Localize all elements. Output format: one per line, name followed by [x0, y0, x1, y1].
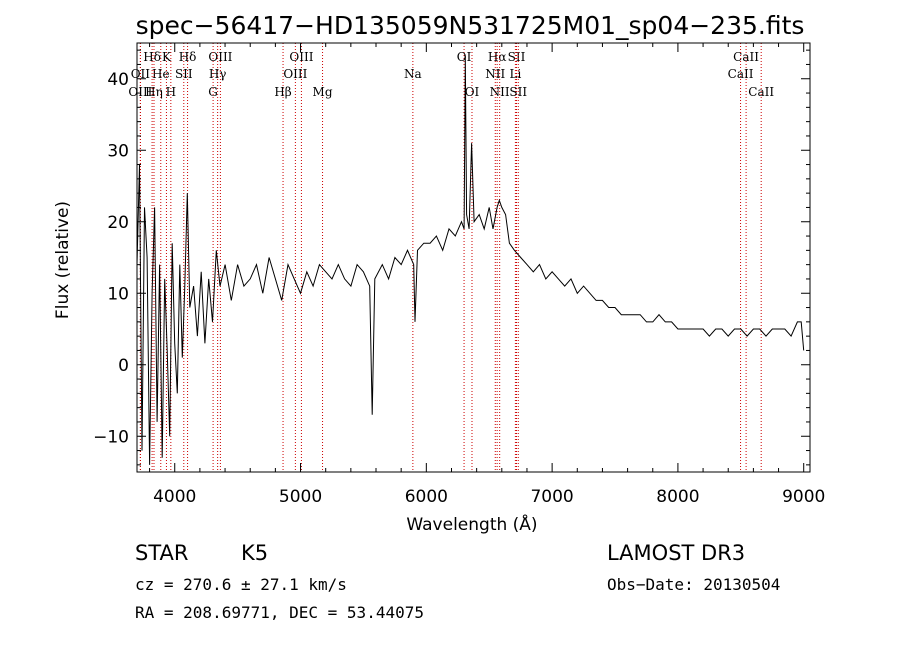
- plot-frame: [136, 42, 811, 473]
- x-tick-label: 4000: [153, 487, 196, 507]
- marker-label: H: [166, 85, 176, 99]
- y-tick-label: −10: [93, 427, 129, 447]
- marker-label: OIII: [128, 85, 152, 99]
- survey-name: LAMOST DR3: [607, 541, 745, 565]
- marker-label: CaII: [728, 67, 754, 81]
- y-tick-label: 40: [107, 70, 129, 90]
- y-tick-label: 10: [107, 284, 129, 304]
- flux-series: [137, 57, 805, 465]
- coordinates-text: RA = 208.69771, DEC = 53.44075: [135, 603, 424, 622]
- marker-label: SII: [509, 85, 527, 99]
- marker-label: NII: [485, 67, 505, 81]
- marker-label: Hδ: [179, 50, 197, 64]
- x-tick-label: 6000: [405, 487, 448, 507]
- object-subclass: K5: [241, 541, 268, 565]
- x-tick-label: 7000: [530, 487, 573, 507]
- marker-label: Hα: [488, 50, 507, 64]
- y-tick-label: 0: [118, 356, 129, 376]
- marker-label: OIII: [208, 50, 232, 64]
- y-tick-label: 20: [107, 213, 129, 233]
- x-axis-label: Wavelength (Å): [406, 513, 537, 535]
- marker-label: K: [162, 50, 172, 64]
- obs-date-text: Obs−Date: 20130504: [607, 575, 780, 594]
- marker-label: He: [152, 67, 170, 81]
- x-tick-label: 5000: [279, 487, 322, 507]
- marker-label: OIII: [283, 67, 307, 81]
- marker-label: Mg: [313, 85, 333, 99]
- marker-label: NII: [490, 85, 510, 99]
- x-axis-ticks: 4000 5000 6000 7000 8000 9000: [149, 43, 825, 507]
- x-tick-label: 9000: [782, 487, 825, 507]
- marker-label: Hβ: [274, 85, 291, 99]
- x-tick-label: 8000: [656, 487, 699, 507]
- marker-label: Hγ: [209, 67, 227, 81]
- marker-label: SII: [175, 67, 193, 81]
- marker-label: Na: [404, 67, 422, 81]
- marker-label: OIII: [289, 50, 313, 64]
- marker-label: OI: [457, 50, 472, 64]
- redshift-text: cz = 270.6 ± 27.1 km/s: [135, 575, 347, 594]
- y-axis-label: Flux (relative): [53, 201, 73, 319]
- marker-label: CaII: [733, 50, 759, 64]
- flux-line: [137, 57, 805, 465]
- marker-label: OI: [465, 85, 480, 99]
- chart-title: spec−56417−HD135059N531725M01_sp04−235.f…: [136, 11, 805, 40]
- marker-label: SII: [508, 50, 526, 64]
- y-axis-ticks: −10 0 10 20 30 40: [93, 49, 810, 466]
- marker-label: G: [208, 85, 218, 99]
- marker-label: Hη: [145, 85, 163, 99]
- marker-label: CaII: [748, 85, 774, 99]
- marker-label: Hδ: [143, 50, 161, 64]
- y-tick-label: 30: [107, 141, 129, 161]
- object-class: STAR: [135, 541, 188, 565]
- marker-label: Li: [509, 67, 521, 81]
